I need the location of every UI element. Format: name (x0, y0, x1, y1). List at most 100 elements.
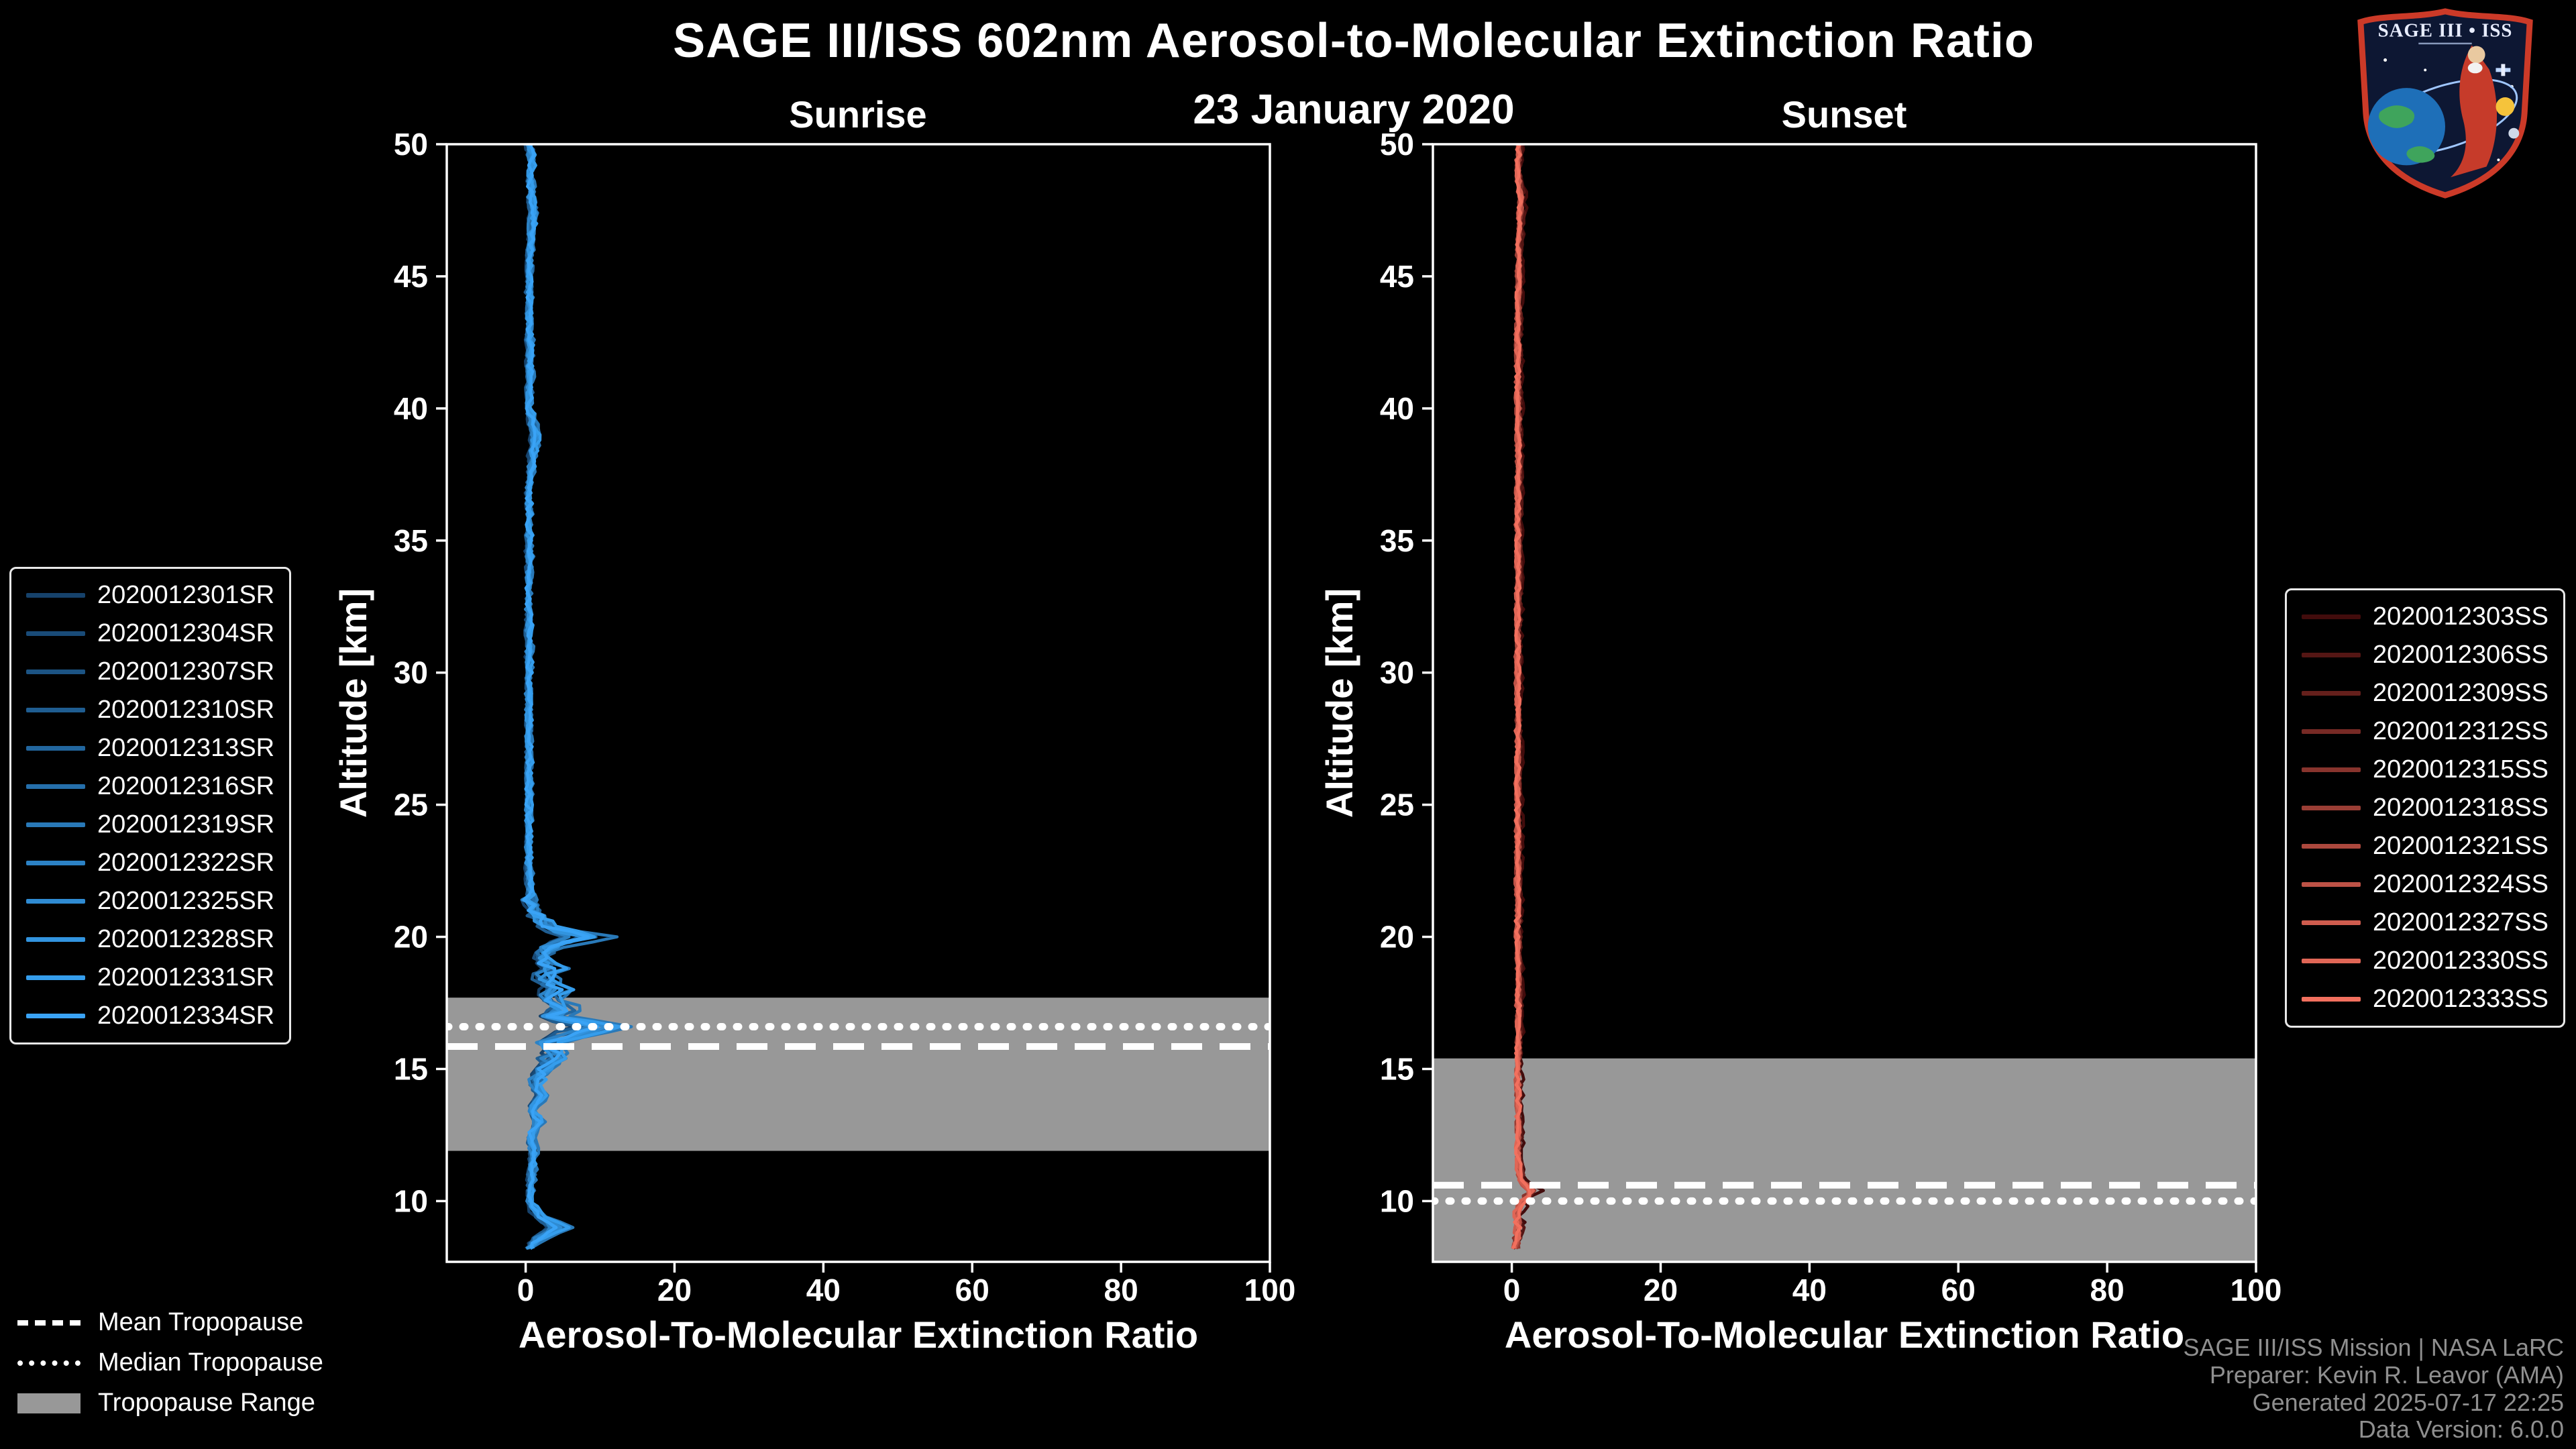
attribution: SAGE III/ISS Mission | NASA LaRC Prepare… (2183, 1334, 2564, 1444)
legend-item: 2020012327SS (2301, 907, 2548, 938)
figure-date: 23 January 2020 (1193, 87, 1515, 133)
y-tick-label: 50 (394, 127, 428, 162)
star (2383, 58, 2387, 62)
series-color-swatch (26, 975, 85, 980)
legend-item: 2020012325SR (26, 885, 274, 917)
figure-graphic (2450, 45, 2498, 178)
plot-frame (445, 143, 1271, 1263)
generated-timestamp: Generated 2025-07-17 22:25 (2252, 1388, 2564, 1416)
series-color-swatch (26, 784, 85, 789)
series-color-swatch (2301, 729, 2361, 734)
x-axis-label: Aerosol-To-Molecular Extinction Ratio (519, 1313, 1198, 1356)
legend-item: 2020012310SR (26, 694, 274, 726)
continent (2379, 105, 2415, 128)
series-color-swatch (26, 822, 85, 827)
figure-title: SAGE III/ISS 602nm Aerosol-to-Molecular … (673, 14, 2035, 68)
series-label: 2020012319SR (97, 810, 275, 839)
y-tick-label: 30 (394, 655, 428, 690)
series-color-swatch (26, 937, 85, 942)
series-color-swatch (26, 861, 85, 865)
series-color-swatch (26, 708, 85, 712)
legend-item: 2020012330SS (2301, 945, 2548, 977)
series-color-swatch (2301, 997, 2361, 1002)
profile-2020012334SR (522, 144, 600, 1249)
legend-item: 2020012321SS (2301, 830, 2548, 862)
x-axis-label: Aerosol-To-Molecular Extinction Ratio (1505, 1313, 2184, 1356)
y-tick-label: 20 (394, 920, 428, 955)
legend-item: 2020012313SR (26, 733, 274, 764)
sunset-plot: 0 20 40 60 80 100 10 15 20 25 30 35 40 45 50 Aerosol-To… (1318, 127, 2282, 1356)
x-tick-label: 20 (1644, 1273, 1678, 1307)
y-tick-label: 15 (1380, 1051, 1414, 1086)
x-tick-label: 0 (1503, 1273, 1521, 1307)
series-label: 2020012303SS (2372, 602, 2548, 631)
legend-item: 2020012333SS (2301, 983, 2548, 1015)
y-tick-label: 25 (1380, 788, 1414, 822)
star (2424, 68, 2427, 72)
legend-item: 2020012307SR (26, 656, 274, 688)
x-tick-label: 60 (955, 1273, 989, 1307)
iss-graphic (2501, 64, 2506, 76)
series-label: 2020012334SR (97, 1002, 275, 1030)
median-tropopause-legend-item: Median Tropopause (17, 1348, 323, 1377)
x-tick-label: 0 (517, 1273, 535, 1307)
y-tick-label: 15 (394, 1051, 428, 1086)
legend-item: 2020012309SS (2301, 678, 2548, 709)
legend-label: Tropopause Range (98, 1389, 315, 1417)
y-tick-label: 10 (1380, 1183, 1414, 1218)
series-color-swatch (26, 1014, 85, 1018)
y-axis-label: Altitude [km] (332, 588, 374, 818)
sunset-series-legend: 2020012303SS 2020012306SS 2020012309SS 2020… (2284, 588, 2565, 1028)
series-label: 2020012328SR (97, 925, 275, 953)
series-label: 2020012324SS (2372, 870, 2548, 898)
legend-item: 2020012328SR (26, 924, 274, 955)
preparer-credit: Preparer: Kevin R. Leavor (AMA) (2209, 1360, 2564, 1389)
mission-credit: SAGE III/ISS Mission | NASA LaRC (2183, 1334, 2564, 1362)
series-label: 2020012310SR (97, 696, 275, 724)
tropopause-range-legend-item: Tropopause Range (17, 1389, 323, 1417)
legend-item: 2020012334SR (26, 1000, 274, 1032)
y-tick-label: 30 (1380, 655, 1414, 690)
legend-item: 2020012316SR (26, 771, 274, 802)
plot-frame (1432, 143, 2257, 1263)
y-tick-label: 40 (1380, 391, 1414, 426)
y-tick-label: 10 (394, 1183, 428, 1218)
sunrise-panel-title: Sunrise (789, 93, 927, 136)
series-color-swatch (2301, 844, 2361, 849)
series-color-swatch (26, 593, 85, 598)
series-label: 2020012307SR (97, 657, 275, 686)
series-label: 2020012316SR (97, 772, 275, 800)
series-label: 2020012318SS (2372, 794, 2548, 822)
dashed-line-swatch (17, 1320, 80, 1326)
sunset-panel-title: Sunset (1781, 93, 1907, 136)
x-tick-label: 100 (2231, 1273, 2282, 1307)
x-tick-label: 40 (806, 1273, 841, 1307)
series-label: 2020012322SR (97, 849, 275, 877)
x-tick-label: 80 (1104, 1273, 1138, 1307)
moon-graphic (2508, 127, 2520, 139)
legend-item: 2020012331SR (26, 962, 274, 994)
series-label: 2020012312SS (2372, 717, 2548, 745)
tropopause-range-band (1433, 1058, 2256, 1262)
series-color-swatch (2301, 767, 2361, 772)
legend-item: 2020012301SR (26, 580, 274, 611)
dotted-line-swatch (17, 1360, 80, 1366)
legend-item: 2020012303SS (2301, 601, 2548, 633)
x-tick-label: 80 (2090, 1273, 2125, 1307)
data-version: Data Version: 6.0.0 (2358, 1415, 2564, 1444)
series-label: 2020012313SR (97, 734, 275, 762)
figure-beard (2467, 62, 2483, 74)
x-tick-label: 40 (1792, 1273, 1827, 1307)
y-tick-label: 50 (1380, 127, 1414, 162)
series-label: 2020012321SS (2372, 832, 2548, 860)
sun-graphic (2496, 97, 2515, 116)
legend-item: 2020012318SS (2301, 792, 2548, 824)
series-label: 2020012327SS (2372, 908, 2548, 936)
patch-subtitle-rule (2418, 42, 2472, 45)
series-color-swatch (26, 631, 85, 636)
profile-2020012333SS (1511, 144, 1532, 1250)
figure-face (2467, 46, 2485, 64)
patch-title: SAGE III • ISS (2378, 20, 2513, 42)
mean-tropopause-legend-item: Mean Tropopause (17, 1308, 323, 1337)
